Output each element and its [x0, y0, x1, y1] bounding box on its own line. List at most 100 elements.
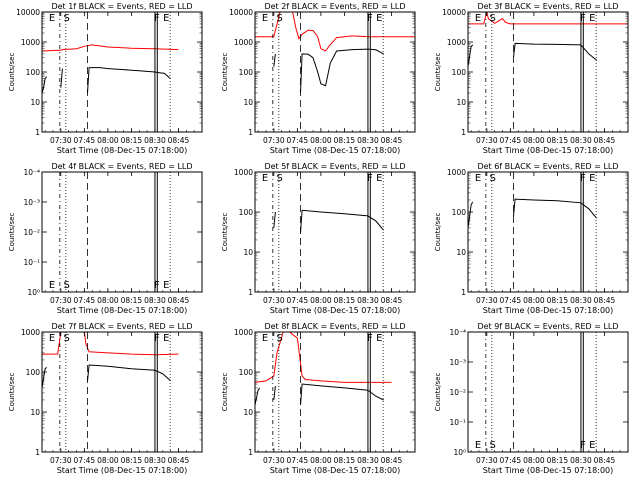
x-tick-label: 07:45: [500, 136, 522, 145]
marker-label-s: S: [489, 173, 495, 184]
y-tick-label: 10⁻¹: [23, 258, 40, 267]
y-tick-label: 10⁰: [27, 288, 40, 297]
y-tick-label: 1: [461, 288, 466, 297]
events-series-line: [468, 42, 597, 67]
marker-label-f: F: [367, 173, 373, 184]
x-tick-label: 08:30: [570, 136, 592, 145]
x-tick-label: 08:45: [381, 296, 403, 305]
y-tick-label: 1: [248, 128, 253, 137]
y-tick-label: 1: [248, 448, 253, 457]
x-tick-label: 07:30: [476, 136, 498, 145]
x-tick-label: 08:30: [570, 296, 592, 305]
y-axis-label: Counts/sec: [434, 373, 442, 412]
x-tick-label: 07:30: [476, 296, 498, 305]
x-tick-label: 08:45: [168, 296, 190, 305]
marker-label-e2: E: [589, 173, 595, 184]
x-tick-label: 08:45: [594, 136, 616, 145]
y-tick-label: 10⁻³: [23, 198, 40, 207]
x-tick-label: 08:15: [121, 456, 143, 465]
lld-series-line: [468, 12, 628, 25]
x-tick-label: 08:30: [357, 456, 379, 465]
y-tick-label: 1000: [21, 38, 40, 47]
y-axis-label: Counts/sec: [8, 213, 16, 252]
x-axis-label: Start Time (08-Dec-15 07:18:00): [57, 306, 188, 315]
y-tick-label: 1000: [234, 328, 253, 337]
x-tick-label: 08:15: [121, 296, 143, 305]
y-tick-label: 10: [243, 408, 253, 417]
x-tick-label: 07:30: [50, 136, 72, 145]
x-tick-label: 08:15: [334, 136, 356, 145]
y-axis-label: Counts/sec: [221, 53, 229, 92]
x-axis-label: Start Time (08-Dec-15 07:18:00): [57, 146, 188, 155]
marker-label-s: S: [276, 13, 282, 24]
x-tick-label: 08:45: [168, 136, 190, 145]
marker-label-s: S: [276, 333, 282, 344]
y-tick-label: 1: [248, 288, 253, 297]
y-axis-label: Counts/sec: [8, 373, 16, 412]
x-tick-label: 07:45: [500, 456, 522, 465]
marker-label-s: S: [63, 333, 69, 344]
x-tick-label: 08:00: [523, 296, 545, 305]
plot-frame: [41, 331, 203, 453]
chart-title: Det 2f BLACK = Events, RED = LLD: [264, 2, 405, 11]
x-tick-label: 07:45: [74, 456, 96, 465]
y-tick-label: 1: [35, 448, 40, 457]
x-tick-label: 08:15: [547, 136, 569, 145]
marker-label-e2: E: [376, 333, 382, 344]
y-tick-label: 100: [452, 208, 467, 217]
chart-title: Det 9f BLACK = Events, RED = LLD: [477, 322, 618, 331]
plot-frame: [254, 171, 416, 293]
marker-label-e1: E: [475, 173, 481, 184]
y-tick-label: 10⁻²: [449, 388, 466, 397]
x-tick-label: 07:45: [500, 296, 522, 305]
marker-label-f: F: [154, 333, 160, 344]
x-tick-label: 07:30: [263, 456, 285, 465]
x-tick-label: 07:30: [50, 456, 72, 465]
x-tick-label: 08:30: [357, 136, 379, 145]
y-tick-label: 10⁰: [453, 448, 466, 457]
marker-label-e2: E: [589, 13, 595, 24]
plot-frame: [467, 171, 629, 293]
y-tick-label: 100: [239, 368, 254, 377]
marker-label-f: F: [580, 13, 586, 24]
x-axis-label: Start Time (08-Dec-15 07:18:00): [270, 146, 401, 155]
lld-series-line: [255, 12, 415, 52]
x-tick-label: 07:30: [263, 296, 285, 305]
marker-label-e2: E: [376, 13, 382, 24]
marker-label-s: S: [489, 440, 495, 451]
chart-title: Det 3f BLACK = Events, RED = LLD: [477, 2, 618, 11]
events-series-line: [468, 198, 597, 228]
events-series-line: [255, 383, 384, 406]
y-tick-label: 10: [30, 408, 40, 417]
x-axis-label: Start Time (08-Dec-15 07:18:00): [57, 466, 188, 475]
y-tick-label: 1000: [447, 38, 466, 47]
y-tick-label: 1: [461, 128, 466, 137]
chart-title: Det 5f BLACK = Events, RED = LLD: [264, 162, 405, 171]
events-series-line: [42, 364, 171, 388]
y-tick-label: 10: [456, 248, 466, 257]
y-tick-label: 100: [239, 208, 254, 217]
x-tick-label: 08:15: [547, 296, 569, 305]
x-tick-label: 08:45: [381, 136, 403, 145]
x-tick-label: 08:30: [144, 136, 166, 145]
lld-series-line: [42, 44, 179, 52]
plot-frame: [254, 331, 416, 453]
y-tick-label: 1000: [447, 168, 466, 177]
x-tick-label: 08:00: [310, 136, 332, 145]
y-tick-label: 10: [456, 98, 466, 107]
x-axis-label: Start Time (08-Dec-15 07:18:00): [483, 466, 614, 475]
y-tick-label: 10⁻⁴: [23, 168, 40, 177]
marker-label-e1: E: [262, 13, 268, 24]
y-tick-label: 10: [30, 98, 40, 107]
x-tick-label: 08:30: [144, 456, 166, 465]
y-axis-label: Counts/sec: [221, 213, 229, 252]
y-tick-label: 10: [243, 248, 253, 257]
y-tick-label: 10000: [16, 8, 40, 17]
